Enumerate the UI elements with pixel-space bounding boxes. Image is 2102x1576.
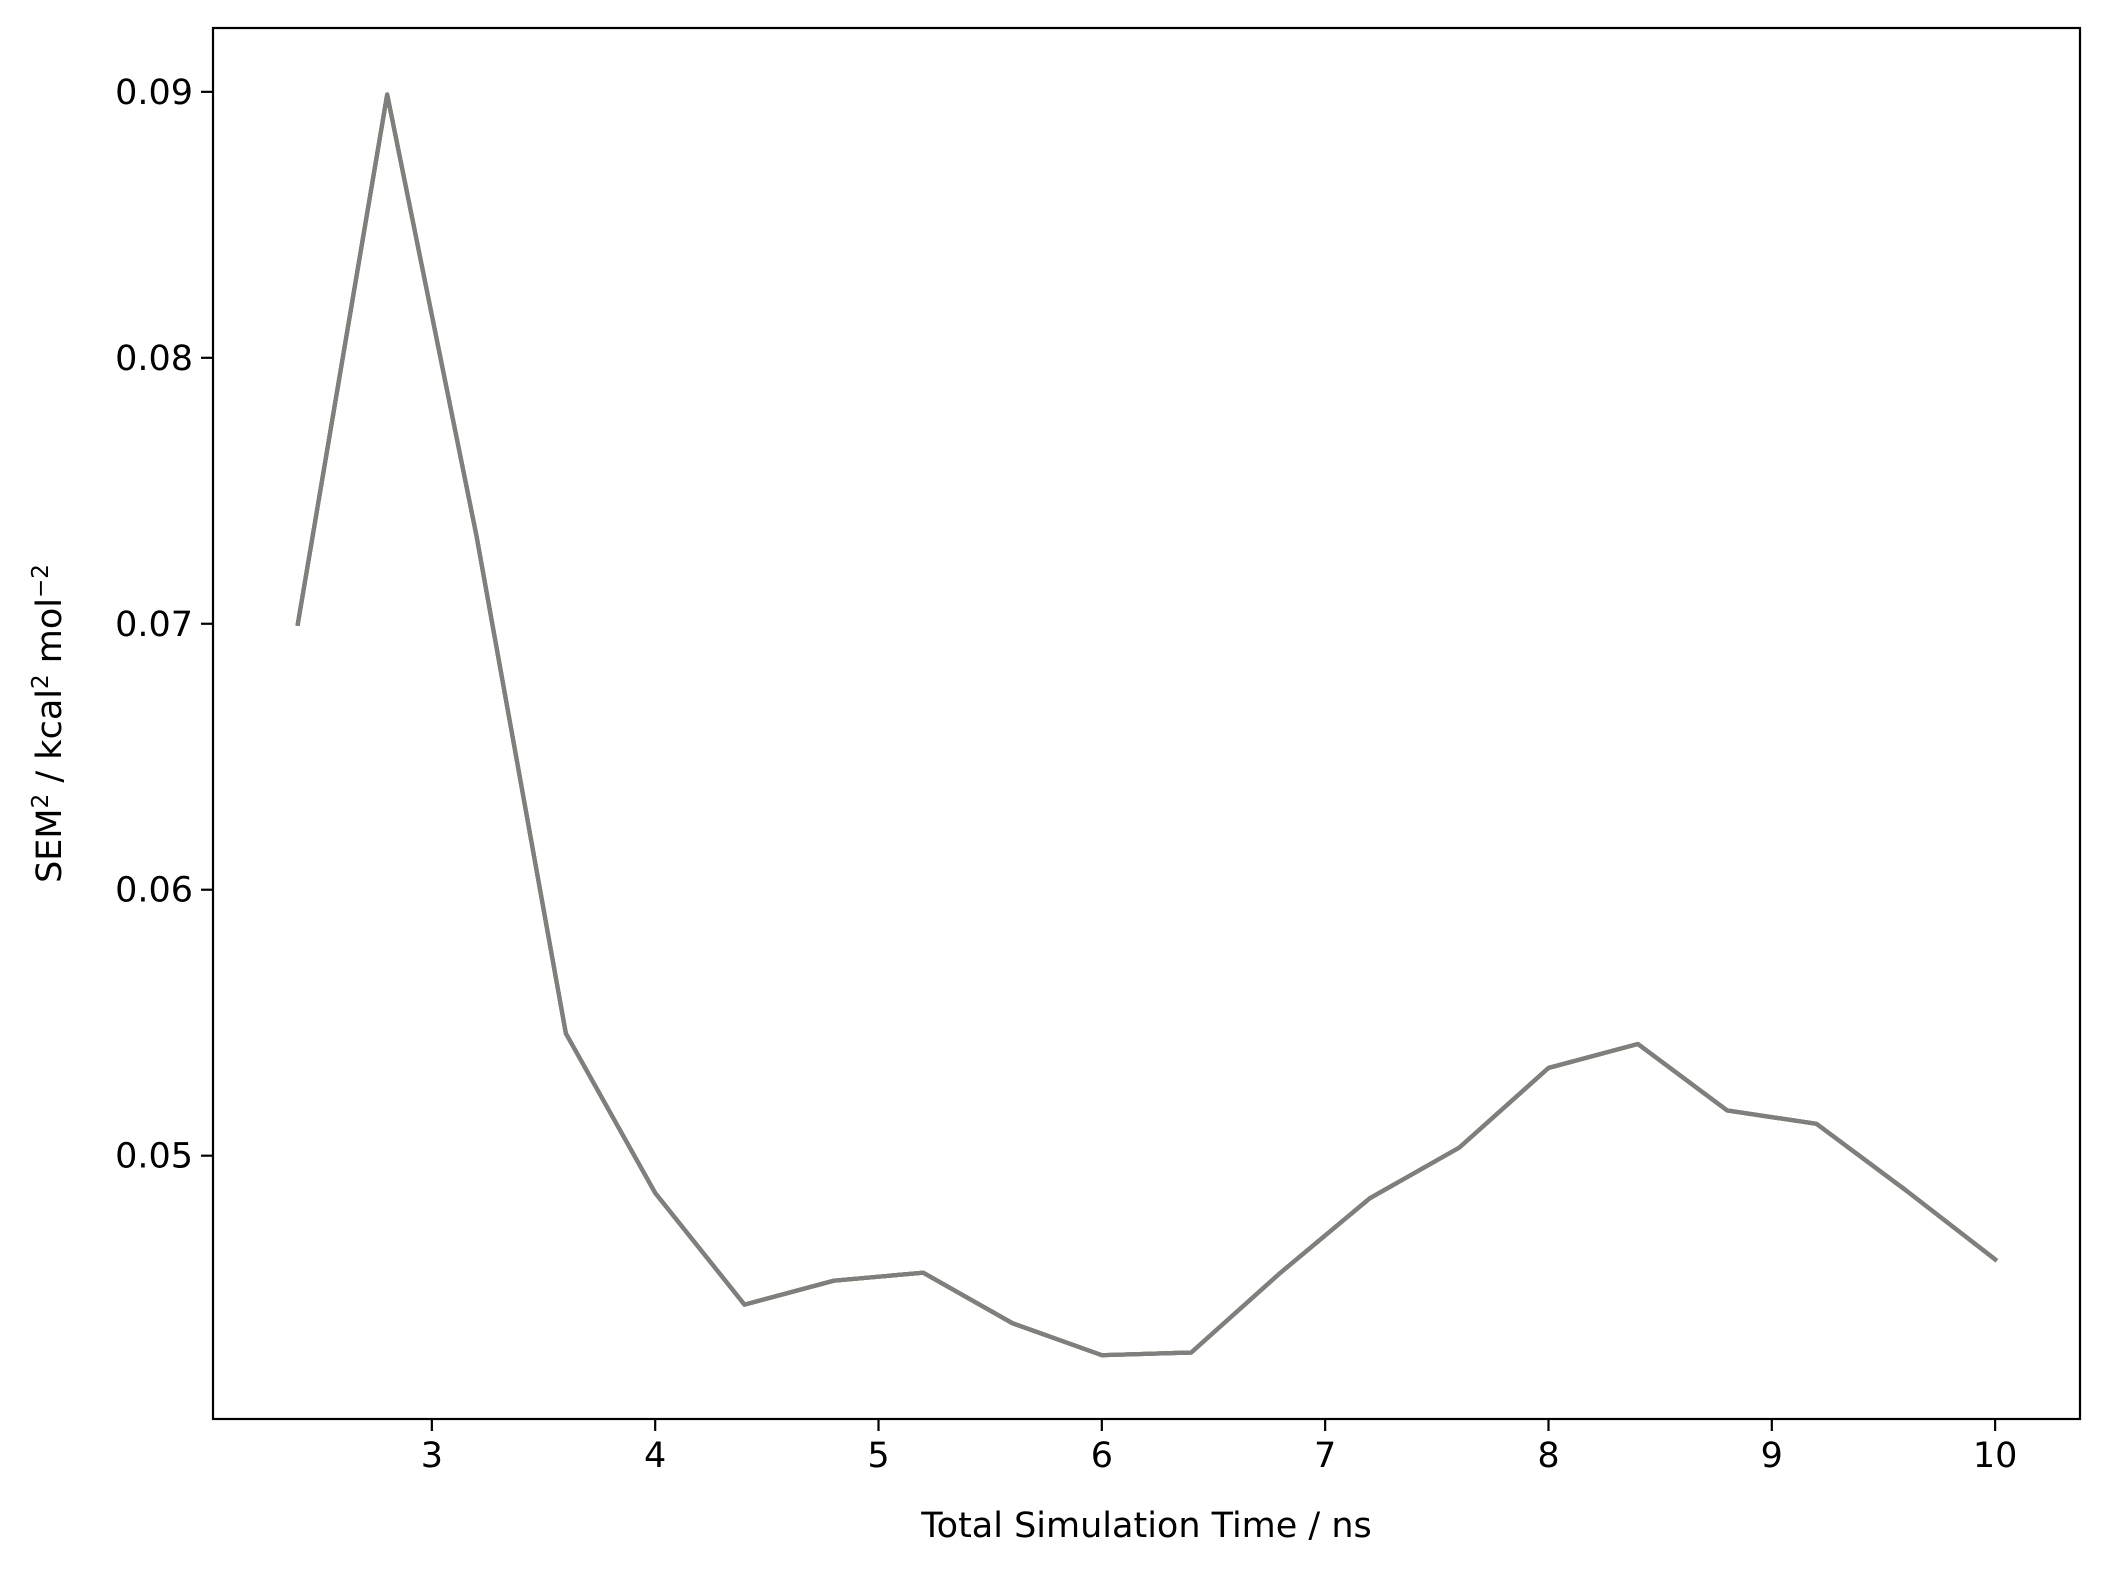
x-tick-label: 6 — [1091, 1436, 1113, 1476]
y-axis-label-sup-a: 2 — [28, 794, 54, 809]
plot-area — [213, 28, 2080, 1419]
x-axis-label: Total Simulation Time / ns — [920, 1506, 1372, 1546]
y-axis-label-part-a: SEM — [30, 808, 70, 883]
x-tick-label: 7 — [1314, 1436, 1336, 1476]
y-axis-ticks: 0.05 0.06 0.07 0.08 0.09 — [115, 73, 213, 1177]
y-axis-label-part-c: mol — [30, 598, 70, 674]
series-line-4 — [295, 92, 1999, 1358]
plot-frame — [211, 26, 2082, 1421]
y-tick-label: 0.07 — [115, 605, 193, 645]
x-tick-label: 9 — [1761, 1436, 1783, 1476]
y-axis-label: SEM2 / kcal2 mol−2 — [28, 564, 70, 883]
y-tick-label: 0.09 — [115, 73, 193, 113]
x-tick-label: 10 — [1973, 1436, 2018, 1476]
series-layer — [295, 92, 1999, 1358]
y-axis-label-sup-c: −2 — [28, 564, 54, 598]
x-axis-ticks: 3 4 5 6 7 8 9 10 — [421, 1419, 2018, 1476]
y-axis-label-part-b: / kcal — [30, 689, 70, 794]
y-tick-label: 0.05 — [115, 1137, 193, 1177]
y-tick-label: 0.08 — [115, 339, 193, 379]
x-tick-label: 5 — [867, 1436, 889, 1476]
x-tick-label: 4 — [644, 1436, 666, 1476]
y-axis-label-sup-b: 2 — [28, 674, 54, 689]
x-tick-label: 3 — [421, 1436, 443, 1476]
x-tick-label: 8 — [1537, 1436, 1559, 1476]
y-tick-label: 0.06 — [115, 871, 193, 911]
